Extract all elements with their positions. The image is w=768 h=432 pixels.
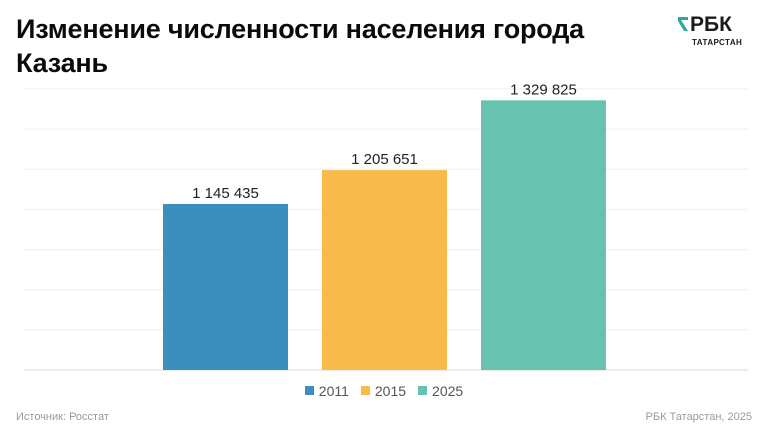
legend-swatch (360, 386, 370, 395)
bar-value-label-2011: 1 145 435 (192, 185, 259, 202)
legend-label: 2015 (374, 382, 407, 399)
legend-item-2025: 2025 (418, 383, 463, 399)
legend-item-2015: 2015 (360, 382, 407, 399)
legend-label: 2011 (318, 382, 349, 399)
value-labels-group: 1 145 435 1 205 651 1 329 825 (192, 81, 577, 202)
rbc-logo-mark-icon (678, 17, 688, 31)
bar-2011 (163, 203, 288, 370)
bar-value-label-2025: 1 329 825 (510, 81, 577, 98)
source-note: Источник: Росстат (16, 411, 109, 423)
chart-title: Изменение численности населения города К… (16, 14, 584, 78)
legend-item-2011: 2011 (304, 382, 349, 399)
rbc-logo-subtext: ТАТАРСТАН (692, 38, 743, 47)
bar-2015 (322, 170, 447, 370)
bars-group (163, 100, 606, 370)
legend-swatch (304, 386, 314, 395)
credit-note: РБК Татарстан, 2025 (645, 411, 752, 423)
legend-swatch (418, 386, 428, 395)
bar-2025 (481, 100, 606, 370)
legend-label: 2025 (432, 382, 464, 399)
rbc-logo: РБК ТАТАРСТАН (676, 14, 750, 48)
bar-value-label-2015: 1 205 651 (351, 151, 418, 168)
chart-legend: 2011 2015 2025 (0, 382, 768, 399)
rbc-logo-text: РБК (690, 13, 732, 36)
